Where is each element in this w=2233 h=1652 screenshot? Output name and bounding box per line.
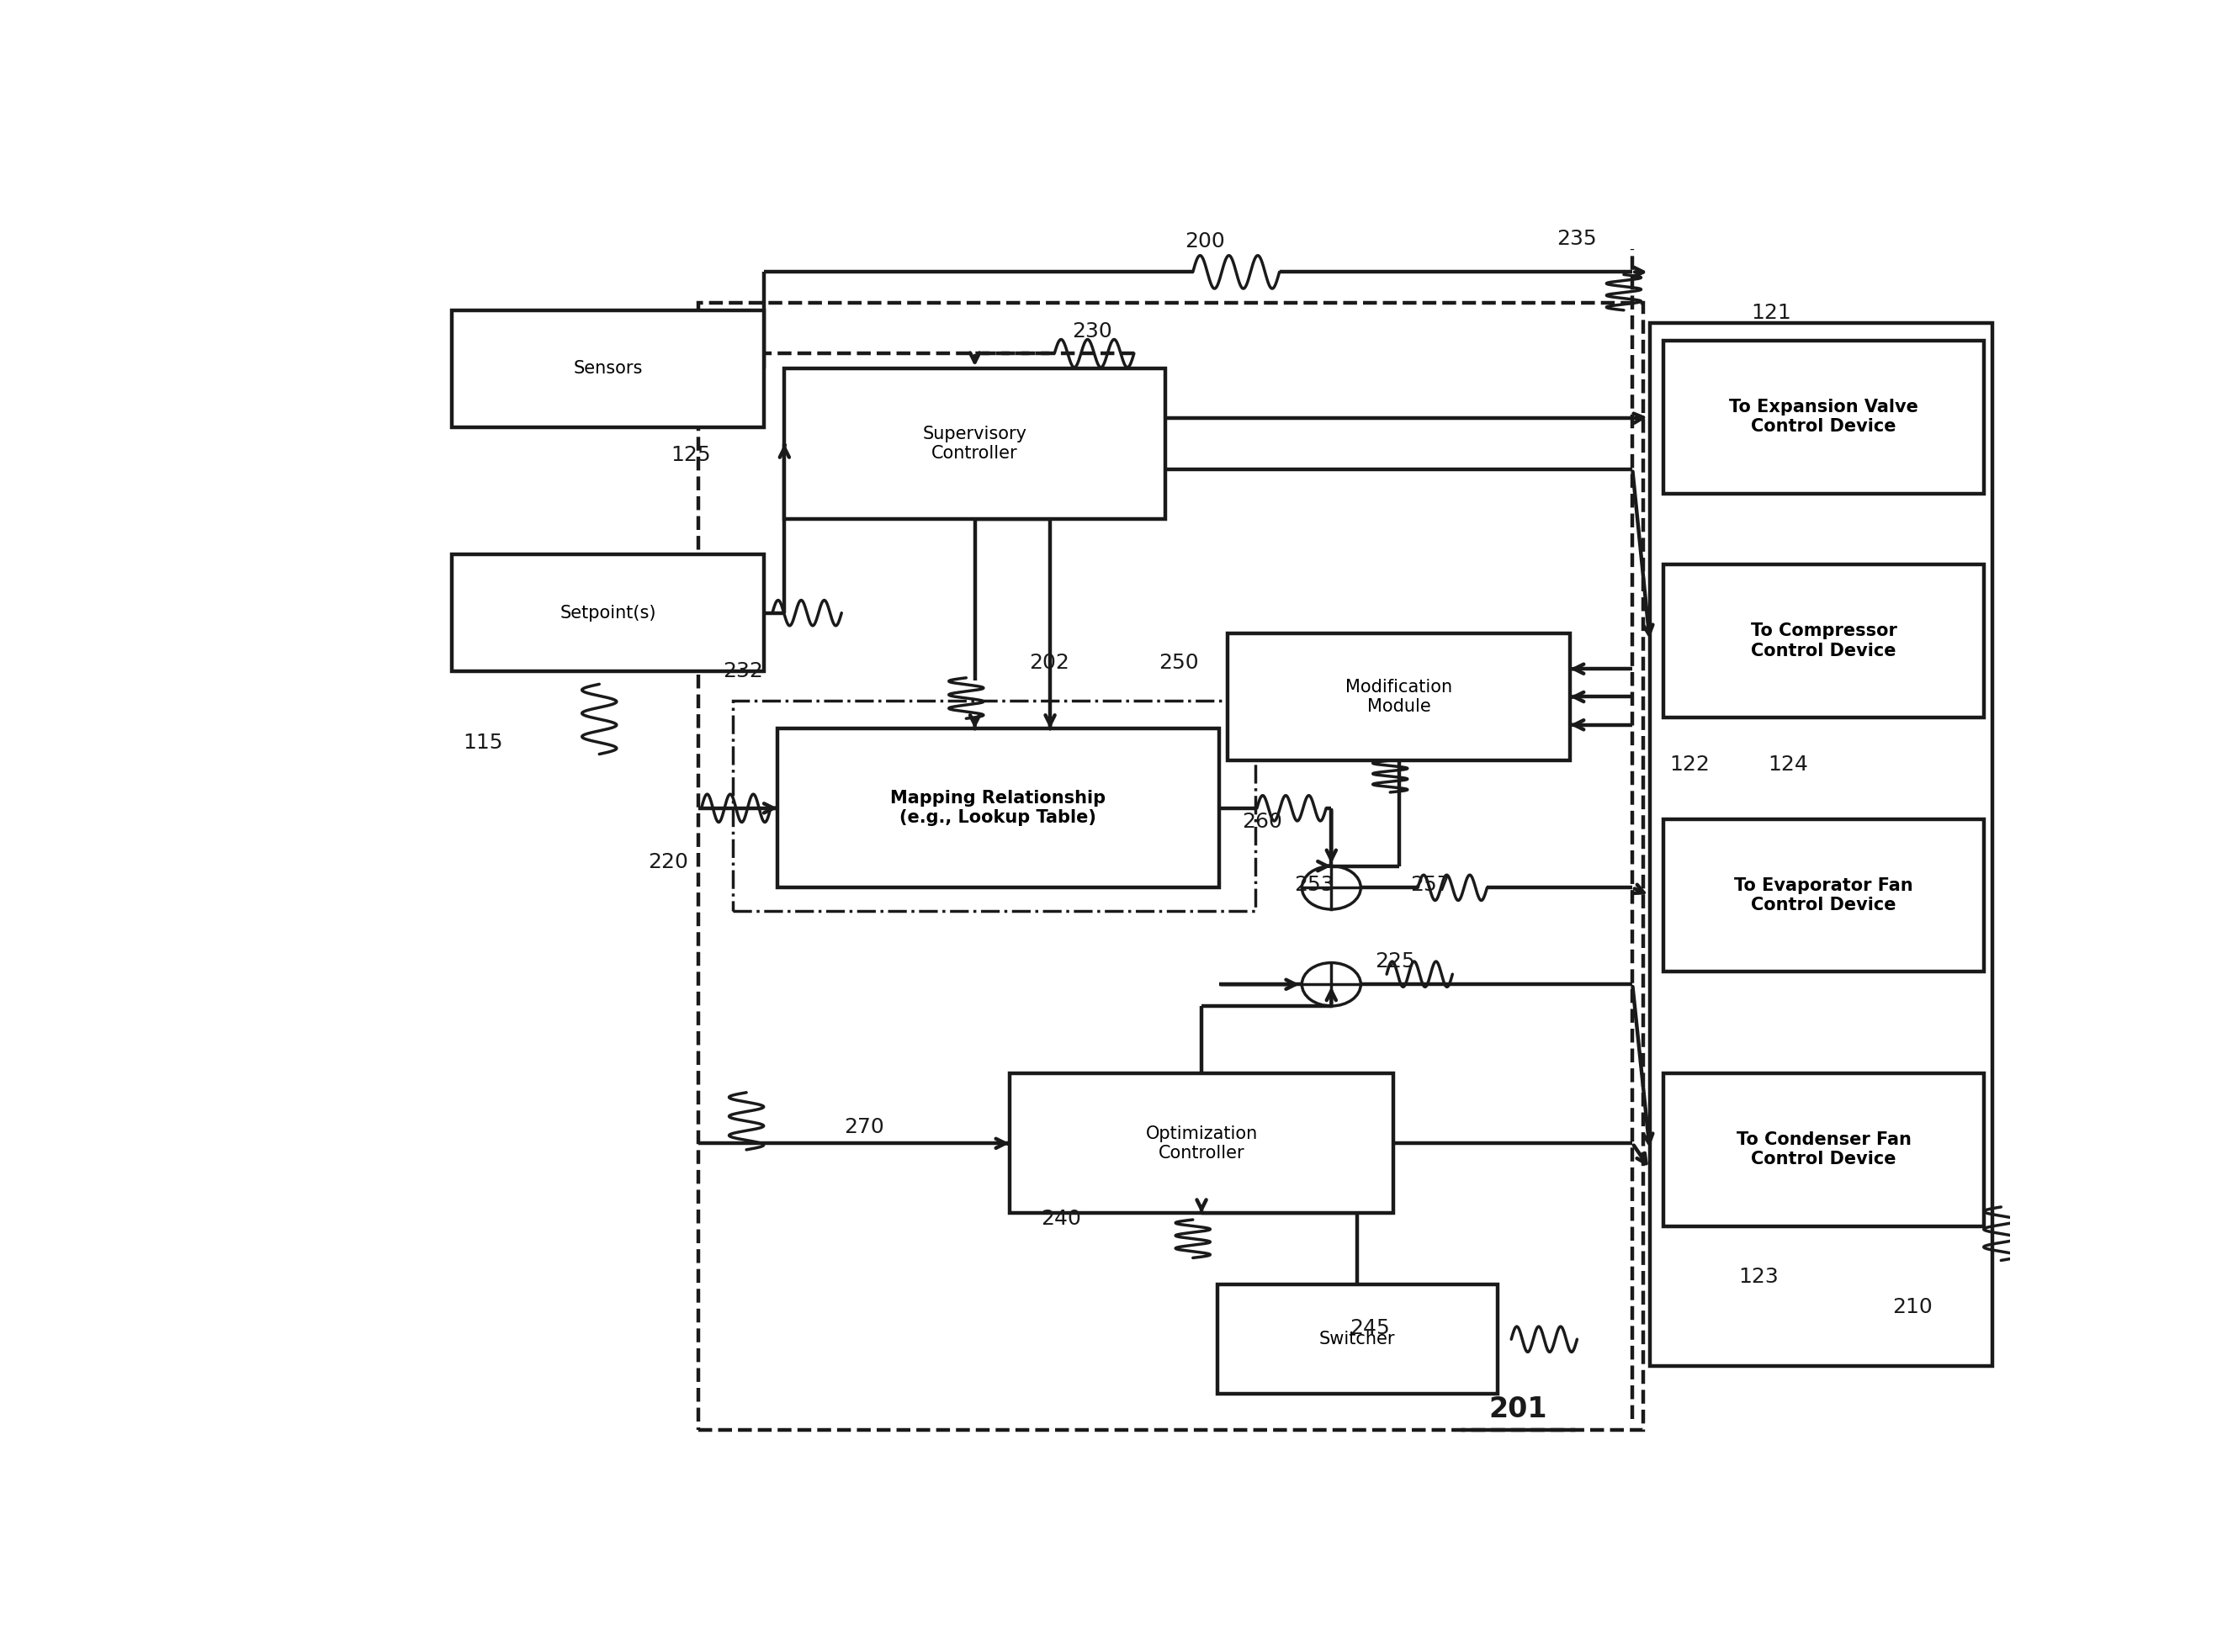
- Text: Modification
Module: Modification Module: [1344, 679, 1451, 715]
- Bar: [451, 555, 764, 671]
- Bar: [451, 311, 764, 428]
- Text: 200: 200: [1186, 231, 1226, 251]
- Text: 121: 121: [1751, 302, 1791, 322]
- Text: 122: 122: [1670, 755, 1710, 775]
- Bar: [1664, 340, 1983, 494]
- Text: 270: 270: [844, 1117, 884, 1137]
- Text: To Expansion Valve
Control Device: To Expansion Valve Control Device: [1728, 398, 1918, 434]
- Bar: [1664, 565, 1983, 717]
- Bar: [777, 729, 1219, 887]
- Text: 245: 245: [1349, 1318, 1389, 1338]
- Bar: [1217, 1285, 1498, 1394]
- Text: Mapping Relationship
(e.g., Lookup Table): Mapping Relationship (e.g., Lookup Table…: [891, 790, 1105, 826]
- Text: 220: 220: [648, 852, 688, 872]
- Bar: [699, 302, 1643, 1429]
- Text: 201: 201: [1489, 1396, 1547, 1422]
- Text: 253: 253: [1293, 876, 1333, 895]
- Text: Optimization
Controller: Optimization Controller: [1146, 1125, 1257, 1161]
- Text: 115: 115: [464, 732, 502, 753]
- Text: To Condenser Fan
Control Device: To Condenser Fan Control Device: [1737, 1132, 1911, 1168]
- Text: Switcher: Switcher: [1320, 1332, 1396, 1348]
- Bar: [784, 368, 1166, 519]
- Text: Supervisory
Controller: Supervisory Controller: [922, 426, 1027, 463]
- Text: 210: 210: [1894, 1297, 1934, 1318]
- Text: 257: 257: [1409, 876, 1449, 895]
- Bar: [1650, 322, 1992, 1366]
- Text: 123: 123: [1740, 1267, 1780, 1287]
- Text: 124: 124: [1769, 755, 1809, 775]
- Bar: [1009, 1074, 1393, 1213]
- Text: 250: 250: [1159, 653, 1199, 672]
- Text: Setpoint(s): Setpoint(s): [560, 605, 657, 621]
- Bar: [1228, 633, 1570, 760]
- Bar: [1664, 1074, 1983, 1226]
- Text: 125: 125: [670, 444, 710, 466]
- Text: 230: 230: [1072, 322, 1112, 342]
- Text: 202: 202: [1029, 653, 1070, 672]
- Text: 235: 235: [1556, 230, 1597, 249]
- Text: 260: 260: [1242, 811, 1282, 831]
- Text: 232: 232: [723, 661, 764, 682]
- Text: 240: 240: [1041, 1208, 1081, 1229]
- Text: To Compressor
Control Device: To Compressor Control Device: [1751, 623, 1896, 659]
- Text: 225: 225: [1376, 952, 1416, 971]
- Bar: [1664, 819, 1983, 971]
- Bar: [732, 700, 1255, 910]
- Text: To Evaporator Fan
Control Device: To Evaporator Fan Control Device: [1735, 877, 1914, 914]
- Text: Sensors: Sensors: [574, 360, 643, 377]
